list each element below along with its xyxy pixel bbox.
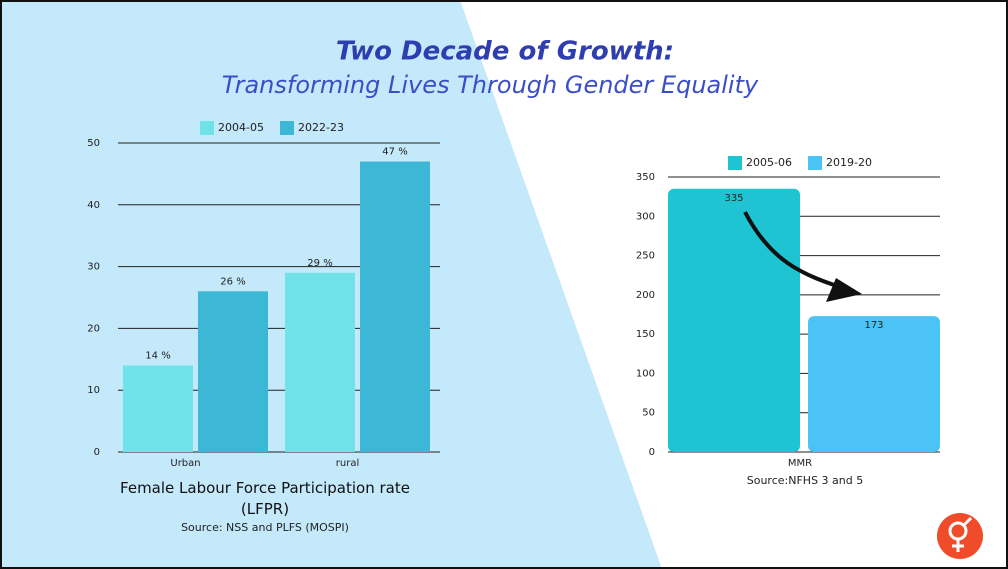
bar (285, 273, 355, 452)
y-tick-label: 0 (649, 447, 655, 458)
value-label: 29 % (307, 258, 332, 269)
value-label: 335 (724, 193, 743, 204)
y-tick-label: 200 (636, 290, 655, 301)
legend-swatch (808, 156, 822, 170)
legend-label: 2019-20 (826, 156, 872, 169)
legend-label: 2004-05 (218, 121, 264, 134)
gender-icon (937, 513, 983, 559)
x-tick-label: MMR (788, 458, 812, 469)
y-tick-label: 50 (87, 138, 100, 149)
x-axis-title: Female Labour Force Participation rate (… (115, 478, 415, 520)
y-tick-label: 30 (87, 262, 100, 273)
bar (668, 189, 800, 452)
value-label: 47 % (382, 147, 407, 158)
bar (198, 291, 268, 452)
y-tick-label: 250 (636, 251, 655, 262)
y-tick-label: 50 (642, 408, 655, 419)
bar (360, 162, 430, 452)
y-tick-label: 150 (636, 329, 655, 340)
y-tick-label: 300 (636, 211, 655, 222)
y-tick-label: 10 (87, 385, 100, 396)
value-label: 14 % (145, 350, 170, 361)
value-label: 26 % (220, 276, 245, 287)
legend-label: 2005-06 (746, 156, 792, 169)
value-label: 173 (864, 320, 883, 331)
source-note: Source: NSS and PLFS (MOSPI) (181, 521, 349, 534)
x-tick-label: rural (336, 458, 359, 469)
slide: Two Decade of Growth: Transforming Lives… (0, 0, 1008, 569)
legend-swatch (200, 121, 214, 135)
x-tick-label: Urban (170, 458, 200, 469)
bar (123, 365, 193, 452)
source-note: Source:NFHS 3 and 5 (747, 474, 863, 487)
slide-subtitle: Transforming Lives Through Gender Equali… (222, 71, 759, 99)
legend-swatch (280, 121, 294, 135)
slide-title: Two Decade of Growth: (336, 37, 674, 67)
y-tick-label: 20 (87, 323, 100, 334)
legend-swatch (728, 156, 742, 170)
y-tick-label: 100 (636, 368, 655, 379)
y-tick-label: 40 (87, 200, 100, 211)
bar (808, 316, 940, 452)
y-tick-label: 0 (94, 447, 100, 458)
y-tick-label: 350 (636, 172, 655, 183)
x-axis-title-box: Female Labour Force Participation rate (… (115, 478, 415, 524)
legend-label: 2022-23 (298, 121, 344, 134)
